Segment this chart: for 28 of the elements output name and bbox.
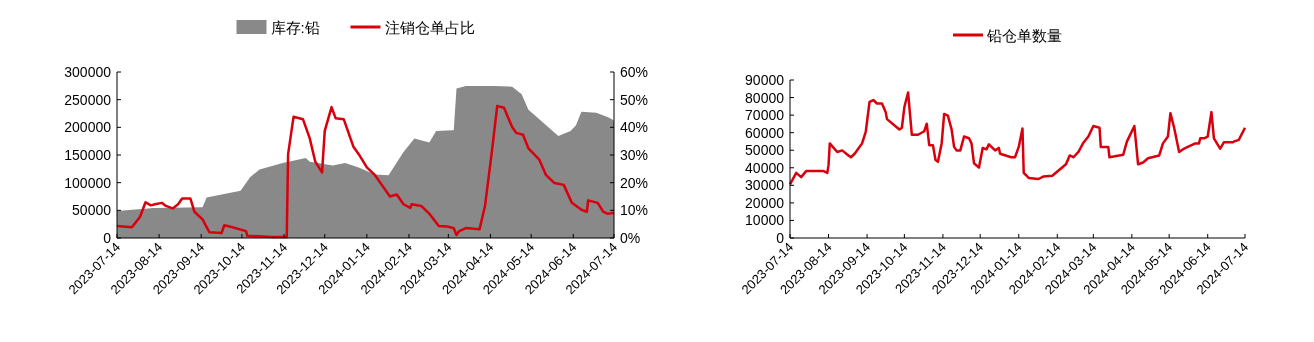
legend-label: 库存:铅 [270,19,320,36]
y2-tick-label: 40% [620,119,649,136]
y-tick-label: 80000 [745,89,785,106]
y-tick-label: 0 [103,230,112,246]
legend-label: 注销仓单占比 [384,19,475,36]
y-tick-label: 200000 [64,119,112,136]
y2-tick-label: 50% [620,91,649,108]
y-tick-label: 150000 [64,147,112,163]
y-tick-label: 10000 [745,212,785,229]
y-tick-label: 50000 [72,202,112,219]
legend-label: 铅仓单数量 [986,27,1062,44]
y2-tick-label: 60% [620,64,649,80]
y-tick-label: 100000 [64,174,112,191]
y-tick-label: 70000 [745,107,785,124]
line-series [788,91,1247,186]
y-tick-label: 40000 [745,159,785,176]
y-tick-label: 30000 [745,177,785,194]
y-tick-label: 300000 [64,64,112,80]
y-tick-label: 20000 [745,194,785,211]
y-tick-label: 50000 [745,142,785,159]
y2-tick-label: 30% [620,147,649,163]
y-tick-label: 90000 [745,72,785,88]
y2-tick-label: 20% [620,174,649,191]
y2-tick-label: 0% [620,230,641,246]
y2-tick-label: 10% [620,202,649,219]
y-tick-label: 250000 [64,91,112,108]
y-tick-label: 0 [776,230,785,246]
y-tick-label: 60000 [745,124,785,141]
